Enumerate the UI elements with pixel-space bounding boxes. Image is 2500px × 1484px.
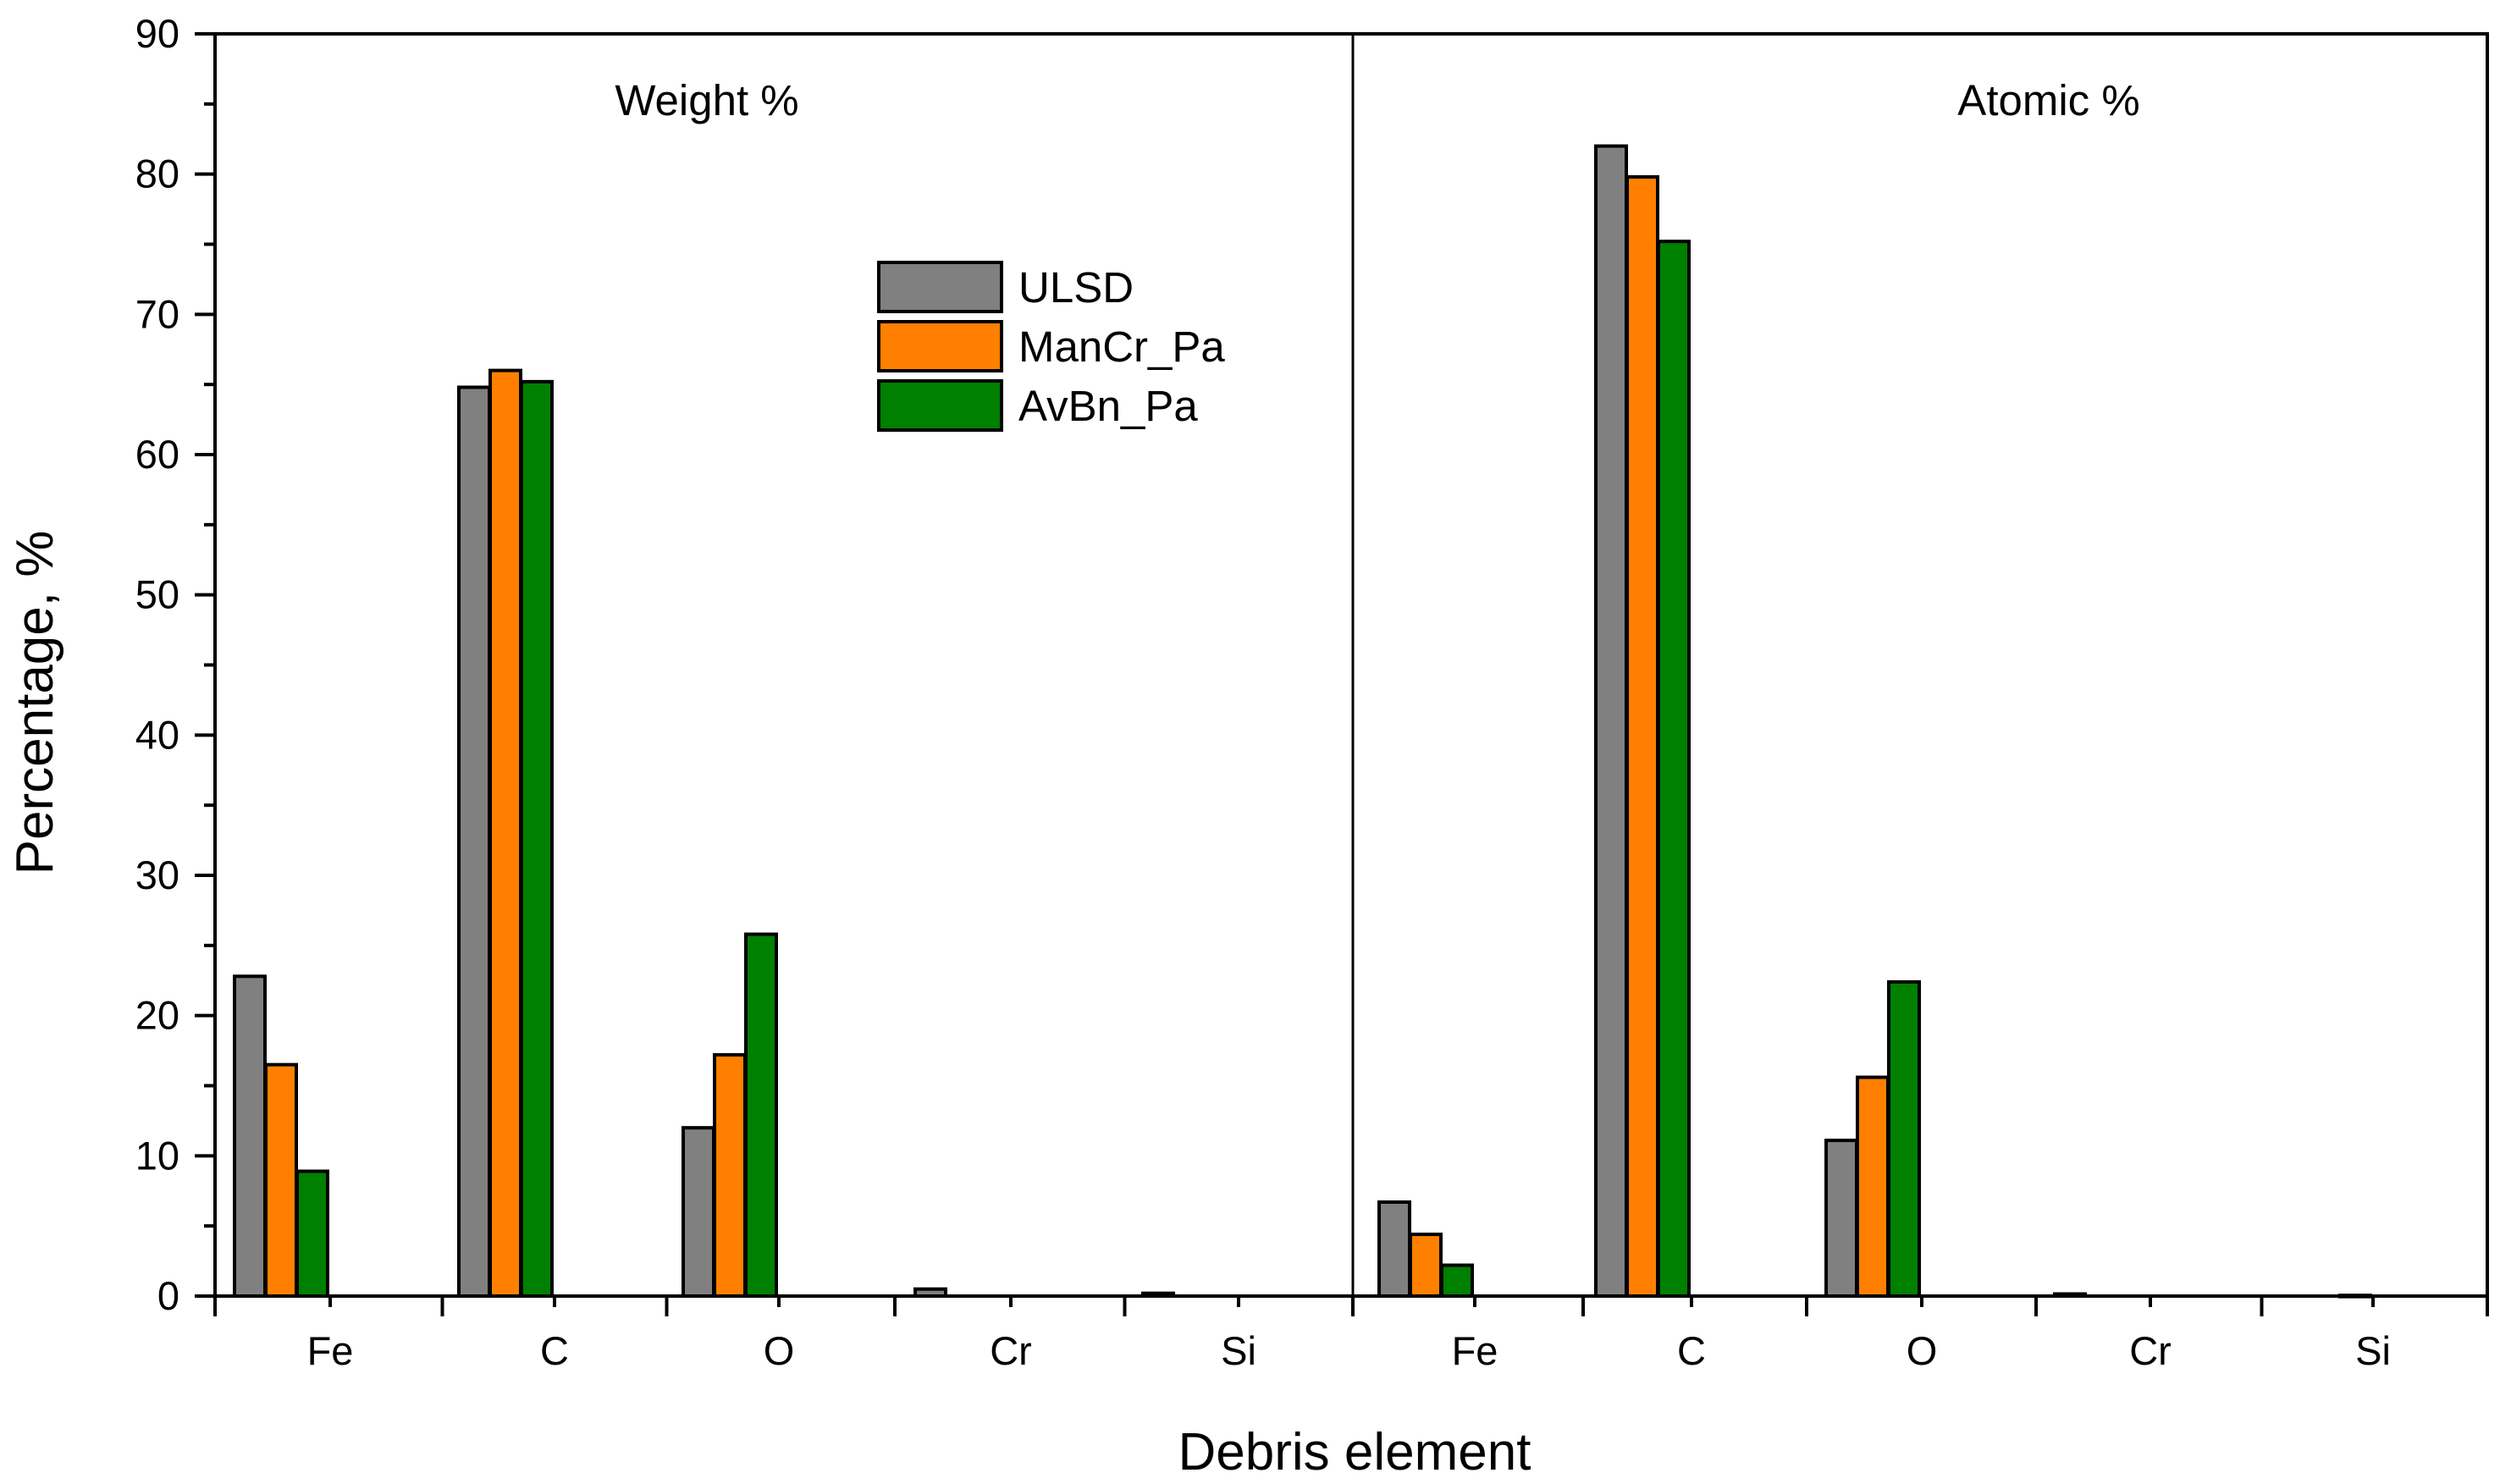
x-tick-label-c: C (540, 1328, 569, 1373)
x-tick-label-fe: Fe (307, 1328, 354, 1373)
x-tick-label-si: Si (1221, 1328, 1256, 1373)
bar-atomic-c-ulsd (1594, 144, 1628, 1299)
y-tick-label: 90 (135, 11, 179, 56)
bars-layer (233, 144, 2372, 1299)
legend-label-mancr-pa: ManCr_Pa (1018, 323, 1225, 371)
bar-atomic-o-mancr-pa (1856, 1075, 1890, 1299)
bar-atomic-fe-avbn-pa (1440, 1263, 1474, 1299)
bar-weight-fe-mancr-pa (264, 1062, 298, 1299)
legend-swatch-avbn-pa (877, 379, 1003, 432)
legend-swatch-mancr-pa (877, 320, 1003, 372)
bar-atomic-fe-ulsd (1377, 1200, 1411, 1298)
y-tick-label: 0 (157, 1273, 179, 1318)
x-tick-label-cr: Cr (2129, 1328, 2172, 1373)
y-tick-label: 50 (135, 572, 179, 617)
bar-weight-o-mancr-pa (713, 1053, 747, 1298)
y-tick-label: 40 (135, 712, 179, 757)
bar-atomic-fe-mancr-pa (1409, 1233, 1443, 1299)
y-tick-label: 80 (135, 152, 179, 196)
bar-atomic-c-mancr-pa (1625, 174, 1659, 1299)
bar-weight-fe-avbn-pa (295, 1169, 329, 1298)
bar-weight-o-avbn-pa (744, 932, 778, 1298)
bar-atomic-o-avbn-pa (1887, 979, 1921, 1298)
x-tick-label-fe: Fe (1452, 1328, 1498, 1373)
bar-weight-o-ulsd (682, 1126, 715, 1298)
panel-label-weight: Weight % (615, 76, 798, 124)
y-tick-label: 60 (135, 432, 179, 477)
x-tick-label-cr: Cr (990, 1328, 1032, 1373)
x-tick-label-o: O (1907, 1328, 1938, 1373)
y-tick-label: 20 (135, 993, 179, 1038)
bar-weight-fe-ulsd (233, 974, 267, 1299)
bar-atomic-o-ulsd (1824, 1139, 1858, 1298)
bar-weight-c-avbn-pa (520, 379, 554, 1298)
legend-swatch-ulsd (877, 261, 1003, 313)
bar-weight-c-mancr-pa (488, 368, 522, 1299)
bar-weight-c-ulsd (457, 385, 491, 1299)
legend-label-avbn-pa: AvBn_Pa (1018, 382, 1198, 430)
panel-label-atomic: Atomic % (1957, 76, 2139, 124)
x-tick-label-si: Si (2355, 1328, 2391, 1373)
legend: ULSD ManCr_Pa AvBn_Pa (877, 261, 1225, 432)
y-tick-label: 10 (135, 1133, 179, 1178)
x-axis-title: Debris element (1178, 1423, 1531, 1481)
y-tick-label: 70 (135, 291, 179, 336)
axes-layer (195, 32, 2489, 1316)
bar-atomic-c-avbn-pa (1657, 240, 1691, 1299)
legend-label-ulsd: ULSD (1018, 263, 1134, 312)
x-tick-label-o: O (764, 1328, 795, 1373)
y-tick-label: 30 (135, 852, 179, 897)
y-axis-title: Percentage, % (6, 531, 64, 875)
labels-layer: 0 10 20 30 40 50 60 70 80 90 Fe C O Cr Si Fe C O Cr Si Weigh… (6, 11, 2391, 1481)
x-tick-label-c: C (1677, 1328, 1706, 1373)
